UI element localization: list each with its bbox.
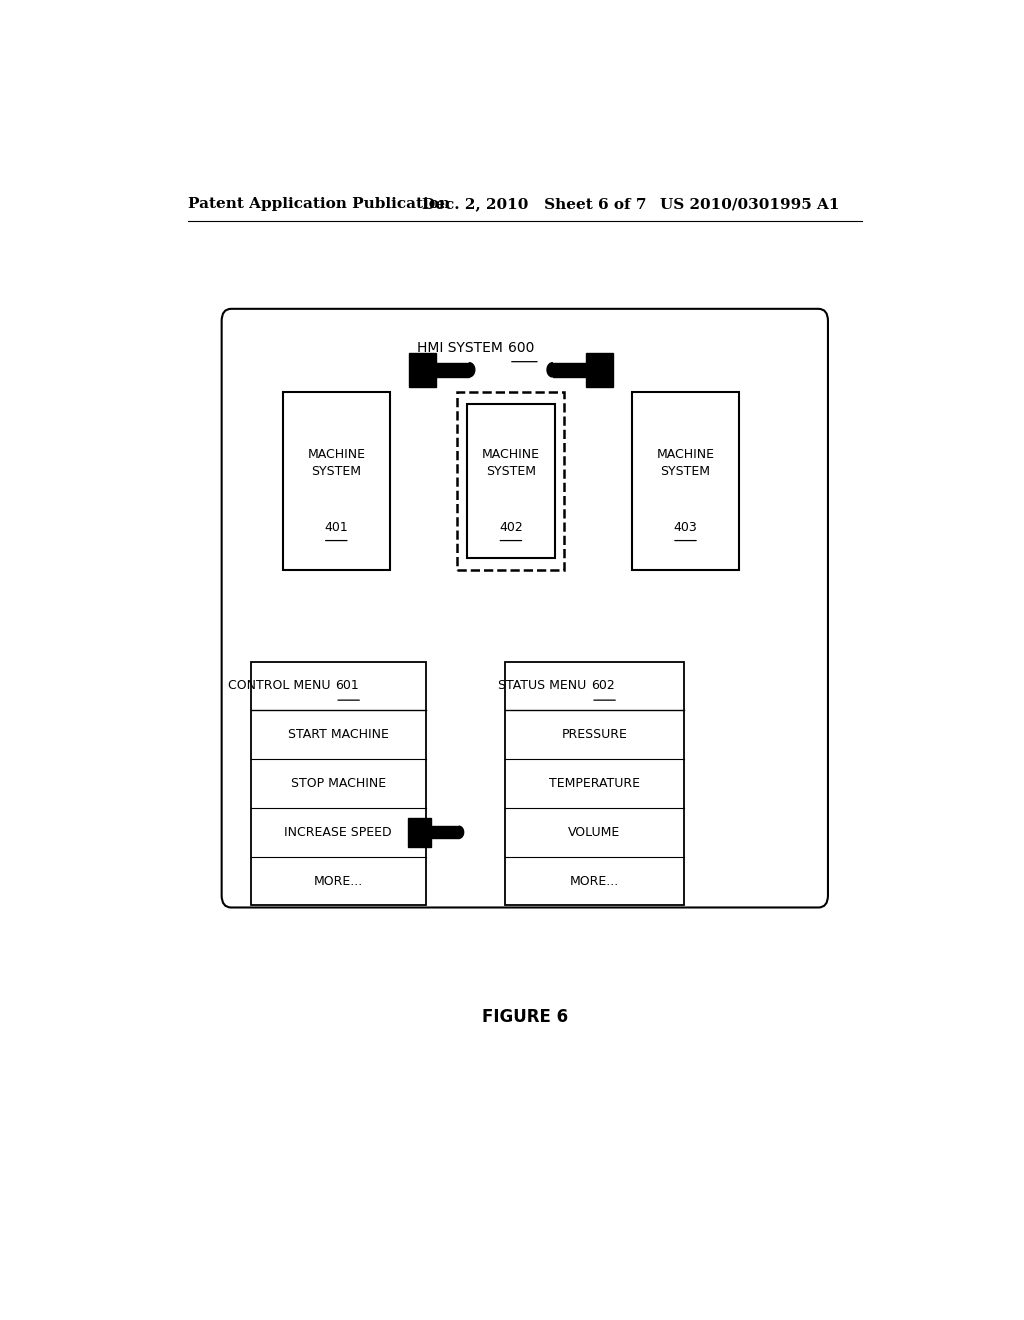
Bar xyxy=(505,661,684,906)
Polygon shape xyxy=(436,363,469,378)
Text: 403: 403 xyxy=(674,521,697,533)
Bar xyxy=(458,392,564,570)
Text: MORE...: MORE... xyxy=(313,875,362,887)
Polygon shape xyxy=(586,352,613,387)
Text: HMI SYSTEM: HMI SYSTEM xyxy=(417,342,507,355)
Polygon shape xyxy=(469,363,475,378)
Bar xyxy=(632,392,739,570)
Text: VOLUME: VOLUME xyxy=(568,826,621,838)
Text: Patent Application Publication: Patent Application Publication xyxy=(187,197,450,211)
Text: 602: 602 xyxy=(591,680,614,693)
Text: STOP MACHINE: STOP MACHINE xyxy=(291,777,386,789)
FancyBboxPatch shape xyxy=(221,309,828,907)
Polygon shape xyxy=(553,363,586,378)
Text: INCREASE SPEED: INCREASE SPEED xyxy=(285,826,392,838)
Polygon shape xyxy=(408,817,431,847)
Text: PRESSURE: PRESSURE xyxy=(561,729,627,742)
Text: 401: 401 xyxy=(325,521,348,533)
Text: START MACHINE: START MACHINE xyxy=(288,729,389,742)
Polygon shape xyxy=(431,826,459,838)
Polygon shape xyxy=(459,826,464,838)
Text: TEMPERATURE: TEMPERATURE xyxy=(549,777,640,789)
Text: MORE...: MORE... xyxy=(569,875,618,887)
Bar xyxy=(283,392,390,570)
Text: MACHINE
SYSTEM: MACHINE SYSTEM xyxy=(307,449,366,478)
Text: FIGURE 6: FIGURE 6 xyxy=(481,1008,568,1026)
Text: 402: 402 xyxy=(499,521,523,533)
Text: MACHINE
SYSTEM: MACHINE SYSTEM xyxy=(482,449,540,478)
Text: Dec. 2, 2010   Sheet 6 of 7: Dec. 2, 2010 Sheet 6 of 7 xyxy=(422,197,646,211)
Text: US 2010/0301995 A1: US 2010/0301995 A1 xyxy=(659,197,840,211)
Text: CONTROL MENU: CONTROL MENU xyxy=(227,680,334,693)
Text: STATUS MENU: STATUS MENU xyxy=(498,680,590,693)
Bar xyxy=(251,661,426,906)
Polygon shape xyxy=(547,363,553,378)
Text: 600: 600 xyxy=(508,342,535,355)
Text: 601: 601 xyxy=(335,680,358,693)
Polygon shape xyxy=(409,352,436,387)
Text: MACHINE
SYSTEM: MACHINE SYSTEM xyxy=(656,449,715,478)
Bar xyxy=(467,404,555,558)
